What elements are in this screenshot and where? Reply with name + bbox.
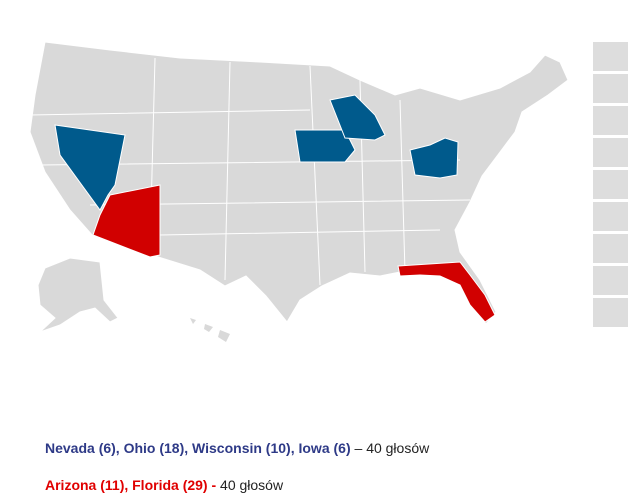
sidebar-box[interactable] [593, 42, 628, 71]
state-borders [29, 57, 471, 286]
florida [397, 261, 496, 323]
legend-label: Arizona (11), Florida (29) - [45, 477, 217, 493]
iowa [294, 129, 356, 163]
map [29, 41, 569, 342]
legend-row: Arizona (11), Florida (29) - 40 głosów [45, 477, 283, 493]
ohio [409, 137, 459, 179]
alaska [37, 257, 119, 333]
legend-total: 40 głosów [366, 440, 430, 456]
hawaii [190, 318, 230, 342]
nevada [54, 124, 126, 211]
wisconsin [329, 94, 386, 141]
sidebar-box[interactable] [593, 74, 628, 103]
sidebar-box[interactable] [593, 266, 628, 295]
sidebar-box[interactable] [593, 170, 628, 199]
legend-row: Nevada (6), Ohio (18), Wisconsin (10), I… [45, 440, 429, 456]
sidebar-box[interactable] [593, 138, 628, 167]
sidebar-box[interactable] [593, 202, 628, 231]
arizona [92, 184, 161, 258]
sidebar-box[interactable] [593, 234, 628, 263]
legend-total: 40 głosów [220, 477, 284, 493]
legend-label: Nevada (6), Ohio (18), Wisconsin (10), I… [45, 440, 351, 456]
separator: – [350, 440, 367, 456]
sidebar-box[interactable] [593, 298, 628, 327]
sidebar-box[interactable] [593, 106, 628, 135]
